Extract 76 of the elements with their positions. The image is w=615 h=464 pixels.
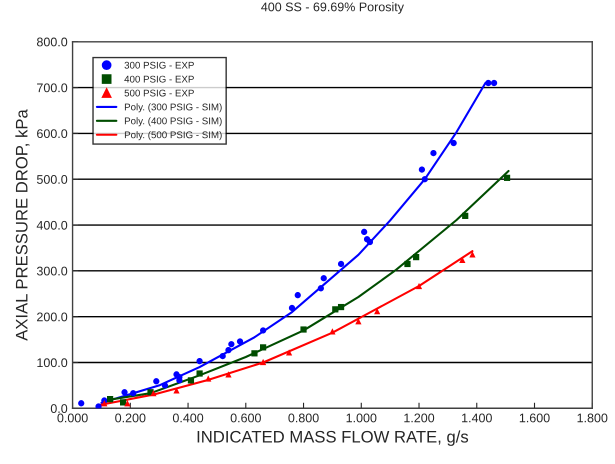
chart-title: 400 SS - 69.69% Porosity	[261, 2, 404, 14]
point	[188, 377, 194, 384]
point	[338, 260, 344, 268]
point	[332, 306, 338, 312]
point	[196, 370, 203, 377]
point	[225, 371, 232, 378]
point	[300, 326, 307, 333]
point	[228, 341, 234, 348]
y-tick-label: 600.0	[37, 129, 68, 138]
legend-label: Poly. (500 PSIG - SIM)	[124, 131, 222, 140]
point	[236, 338, 244, 345]
legend-label: 500 PSIG - EXP	[124, 90, 194, 96]
point	[121, 389, 128, 396]
legend-label: Poly. (300 PSIG - SIM)	[124, 103, 222, 112]
point	[422, 176, 428, 182]
y-tick-label: 200.0	[37, 312, 68, 322]
point	[286, 349, 292, 356]
point	[205, 375, 212, 382]
point	[95, 403, 102, 408]
point	[430, 150, 437, 156]
legend-label: Poly. (400 PSIG - SIM)	[124, 117, 222, 126]
point	[78, 400, 84, 406]
legend-label: 300 PSIG - EXP	[124, 62, 194, 69]
point	[450, 140, 457, 146]
point	[150, 390, 157, 396]
y-tick-label: 0.0	[50, 404, 68, 413]
x-tick-label: 1.600	[520, 414, 550, 422]
point	[153, 378, 160, 384]
point	[404, 260, 411, 268]
point	[490, 80, 498, 86]
point	[120, 399, 126, 406]
x-tick-label: 0.600	[230, 414, 261, 422]
point	[106, 396, 114, 402]
x-tick-label: 1.800	[578, 414, 608, 422]
x-tick-label: 1.200	[404, 414, 434, 422]
point	[366, 238, 374, 246]
y-axis-title: AXIAL PRESSURE DROP, kPa	[15, 109, 30, 341]
point	[504, 174, 510, 181]
y-tick-label: 700.0	[37, 83, 68, 92]
point	[469, 251, 476, 258]
point	[338, 304, 344, 310]
point	[196, 358, 203, 364]
y-tick-label: 100.0	[37, 358, 68, 368]
point	[162, 382, 168, 389]
point	[294, 292, 301, 298]
y-tick-label: 300.0	[36, 266, 68, 276]
x-tick-label: 0.800	[288, 414, 319, 422]
point	[124, 400, 131, 406]
x-tick-label: 0.400	[172, 414, 204, 422]
point	[329, 328, 336, 334]
point	[320, 275, 327, 282]
point	[418, 166, 426, 173]
point	[225, 347, 232, 354]
x-tick-label: 0.200	[115, 414, 146, 422]
x-tick-label: 0.000	[57, 414, 88, 422]
y-tick-label: 800.0	[36, 38, 68, 46]
point	[260, 344, 266, 350]
point	[288, 304, 296, 312]
point	[260, 327, 266, 334]
point	[462, 212, 468, 219]
point	[416, 282, 422, 290]
point	[130, 390, 136, 396]
x-tick-label: 1.000	[346, 414, 376, 422]
point	[318, 285, 324, 292]
x-axis-title: INDICATED MASS FLOW RATE, g/s	[198, 430, 468, 446]
point	[361, 228, 368, 236]
point	[101, 400, 108, 406]
y-tick-label: 400.0	[36, 220, 68, 230]
x-tick-label: 1.400	[462, 414, 492, 422]
point	[485, 80, 492, 86]
point	[413, 254, 420, 260]
point	[220, 352, 226, 360]
point	[251, 350, 258, 356]
y-tick-label: 500.0	[36, 175, 68, 184]
legend-label: 400 PSIG - EXP	[124, 76, 194, 83]
point	[260, 358, 266, 366]
